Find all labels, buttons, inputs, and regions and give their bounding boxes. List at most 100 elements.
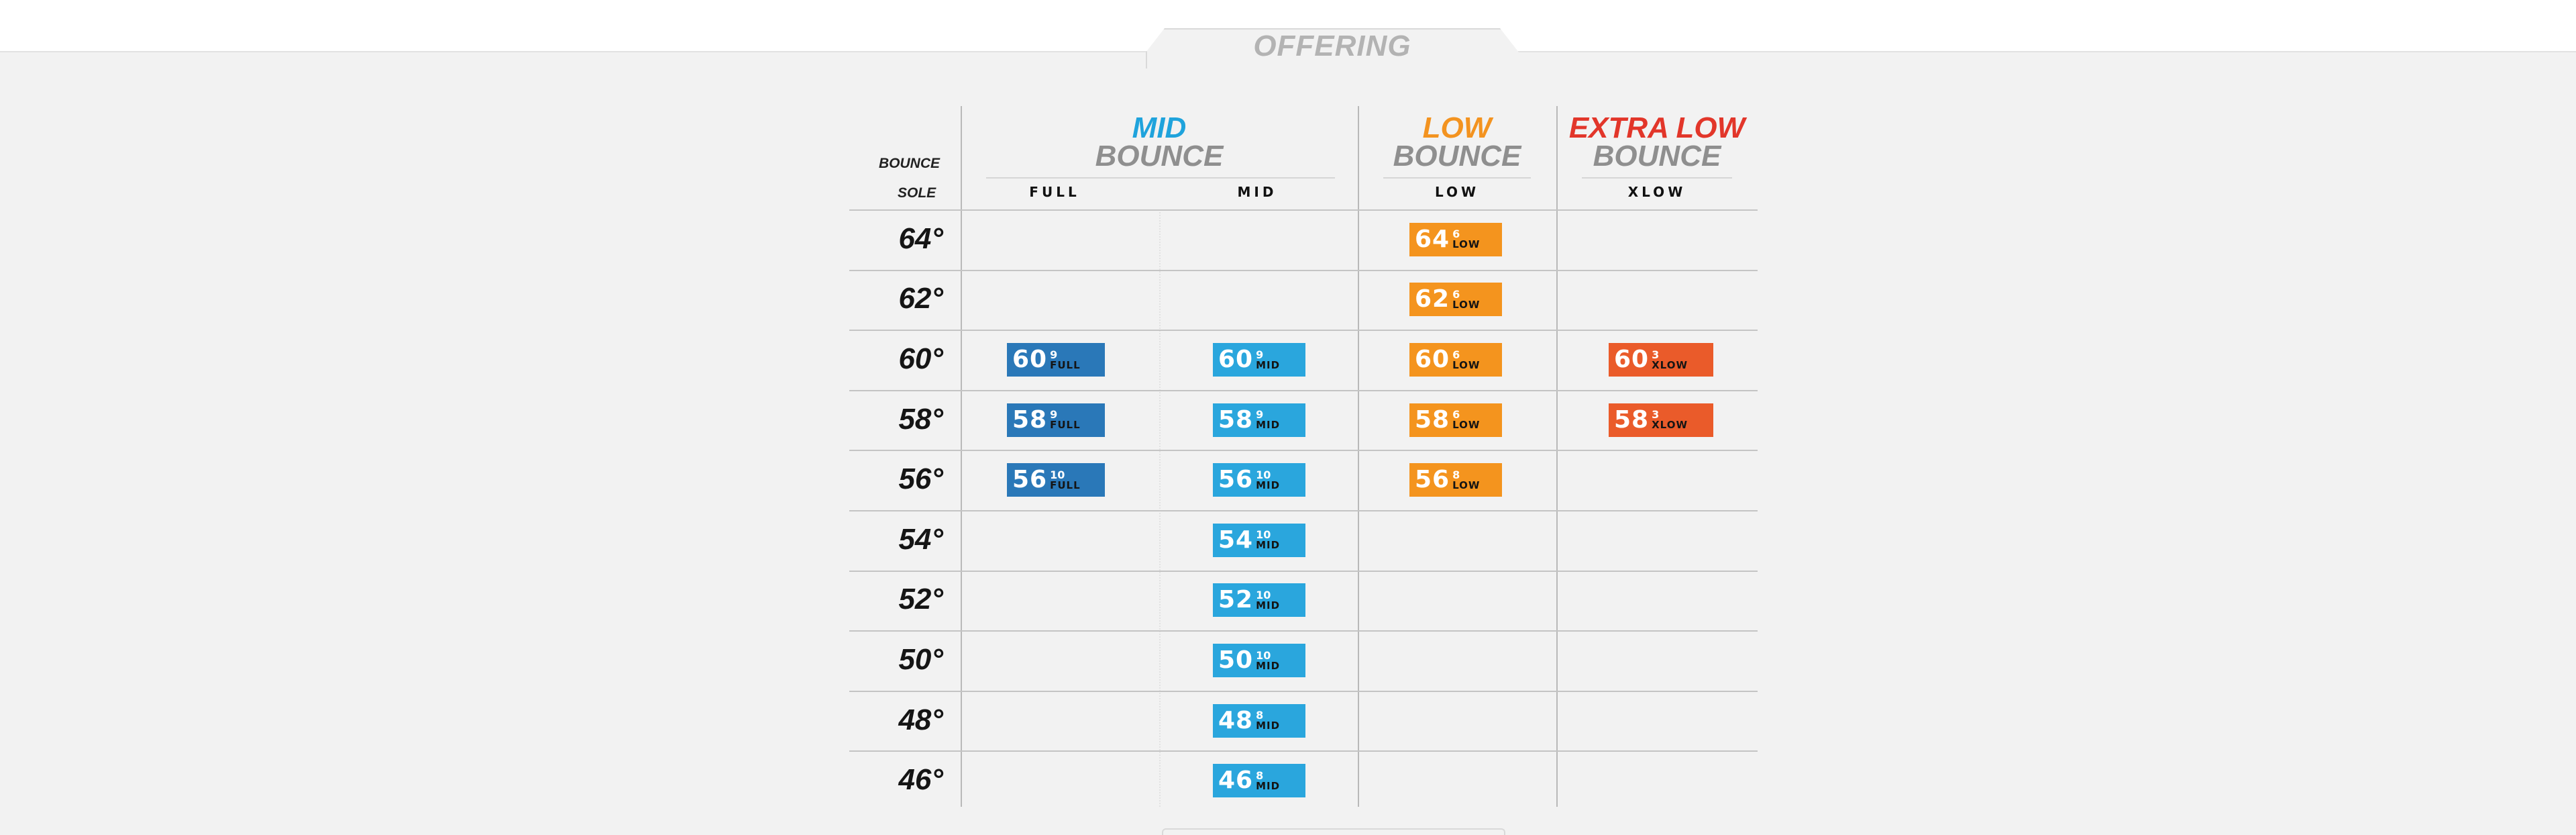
- badge-loft: 62: [1415, 285, 1450, 313]
- column-label-full: FULL: [1029, 184, 1080, 200]
- badge-grind: MID: [1256, 539, 1281, 552]
- grind-badge[interactable]: 60 9 MID: [1213, 343, 1305, 377]
- badge-meta: 3 XLOW: [1652, 348, 1688, 371]
- badge-loft: 46: [1218, 767, 1254, 795]
- badge-loft: 56: [1415, 466, 1450, 494]
- row-loft-label: 46°: [898, 763, 943, 797]
- grind-badge[interactable]: 52 10 MID: [1213, 583, 1305, 618]
- badge-bounce: 9: [1256, 408, 1264, 422]
- row-loft-label: 56°: [898, 462, 943, 496]
- group-heading-mid-line1: MID: [1132, 111, 1187, 144]
- section-tab: [1146, 28, 1519, 68]
- badge-bounce: 10: [1256, 648, 1271, 662]
- grind-badge[interactable]: 58 9 MID: [1213, 403, 1305, 437]
- group-heading-mid: MID BOUNCE: [961, 111, 1358, 171]
- badge-loft: 54: [1218, 526, 1254, 554]
- badge-bounce: 6: [1452, 287, 1460, 301]
- badge-loft: 56: [1012, 466, 1048, 494]
- badge-meta: 10 MID: [1256, 468, 1281, 491]
- badge-loft: 60: [1012, 346, 1048, 373]
- badge-bounce: 9: [1256, 348, 1264, 361]
- badge-meta: 6 LOW: [1452, 409, 1480, 430]
- badge-meta: 3 XLOW: [1652, 409, 1688, 430]
- badge-meta: 9 MID: [1256, 409, 1280, 430]
- group-heading-xlow-line2: BOUNCE: [1593, 140, 1721, 173]
- grind-badge[interactable]: 58 3 XLOW: [1609, 403, 1713, 437]
- grind-badge[interactable]: 50 10 MID: [1213, 644, 1305, 677]
- row-divider: [849, 690, 1758, 692]
- row-loft-label: 60°: [898, 342, 943, 375]
- badge-loft: 58: [1415, 405, 1450, 434]
- column-divider-dotted: [1159, 212, 1161, 807]
- badge-bounce: 6: [1452, 228, 1460, 241]
- grind-badge[interactable]: 62 6 LOW: [1409, 283, 1502, 317]
- badge-meta: 6 LOW: [1452, 229, 1480, 250]
- badge-grind: LOW: [1452, 238, 1481, 251]
- badge-bounce: 10: [1256, 468, 1271, 481]
- grind-badge[interactable]: 58 6 LOW: [1409, 403, 1502, 437]
- row-divider: [849, 389, 1758, 391]
- row-loft-label: 52°: [898, 583, 943, 616]
- grind-badge[interactable]: 48 8 MID: [1213, 703, 1305, 738]
- badge-meta: 10 FULL: [1050, 469, 1081, 491]
- badge-loft: 56: [1218, 466, 1254, 494]
- badge-meta: 10 MID: [1256, 530, 1280, 550]
- group-heading-low-line1: LOW: [1422, 111, 1492, 144]
- grind-badge[interactable]: 64 6 LOW: [1409, 222, 1502, 256]
- badge-meta: 6 LOW: [1452, 348, 1481, 371]
- badge-loft: 58: [1614, 405, 1650, 434]
- badge-grind: LOW: [1452, 419, 1481, 432]
- badge-loft: 58: [1012, 405, 1048, 434]
- row-divider: [849, 450, 1758, 452]
- column-divider: [1556, 106, 1558, 807]
- badge-grind: LOW: [1452, 479, 1481, 491]
- badge-meta: 9 MID: [1256, 348, 1280, 371]
- badge-grind: XLOW: [1652, 419, 1688, 432]
- row-divider: [849, 570, 1758, 572]
- badge-meta: 8 MID: [1256, 770, 1281, 792]
- grind-badge[interactable]: 58 9 FULL: [1007, 403, 1105, 437]
- badge-grind: MID: [1256, 419, 1281, 432]
- badge-bounce: 9: [1050, 408, 1058, 422]
- grind-badge[interactable]: 56 10 FULL: [1007, 463, 1105, 497]
- badge-grind: FULL: [1050, 419, 1081, 432]
- badge-meta: 10 MID: [1256, 588, 1280, 611]
- column-divider: [1358, 106, 1359, 807]
- badge-meta: 8 LOW: [1452, 469, 1481, 491]
- badge-bounce: 6: [1452, 408, 1460, 422]
- grind-badge[interactable]: 60 3 XLOW: [1609, 343, 1713, 377]
- badge-loft: 58: [1218, 405, 1254, 434]
- badge-grind: LOW: [1452, 358, 1481, 371]
- badge-bounce: 6: [1452, 348, 1460, 361]
- badge-grind: XLOW: [1652, 358, 1688, 371]
- column-divider: [961, 106, 962, 807]
- badge-grind: LOW: [1452, 298, 1481, 311]
- grind-badge[interactable]: 54 10 MID: [1213, 523, 1305, 557]
- grind-badge[interactable]: 60 6 LOW: [1409, 343, 1502, 377]
- grind-badge[interactable]: 56 10 MID: [1213, 463, 1305, 497]
- header-divider: [849, 209, 1758, 211]
- badge-loft: 48: [1218, 706, 1254, 734]
- row-loft-label: 48°: [898, 703, 943, 736]
- group-heading-xlow: EXTRA LOW BOUNCE: [1556, 111, 1758, 173]
- badge-bounce: 10: [1256, 588, 1271, 601]
- badge-meta: 9 FULL: [1050, 409, 1081, 430]
- grind-badge[interactable]: 46 8 MID: [1213, 764, 1305, 798]
- badge-loft: 60: [1415, 346, 1450, 373]
- row-loft-label: 64°: [898, 222, 943, 255]
- group-heading-low: LOW BOUNCE: [1358, 111, 1556, 171]
- badge-bounce: 3: [1652, 348, 1660, 361]
- group-underline-xlow: [1582, 177, 1732, 179]
- row-divider: [849, 330, 1758, 332]
- grind-badge[interactable]: 60 9 FULL: [1007, 343, 1105, 377]
- group-heading-xlow-line1: EXTRA LOW: [1568, 111, 1746, 144]
- badge-grind: MID: [1256, 720, 1281, 732]
- badge-bounce: 8: [1256, 709, 1264, 722]
- badge-grind: MID: [1256, 779, 1281, 792]
- badge-grind: MID: [1256, 479, 1281, 491]
- badge-grind: FULL: [1050, 358, 1081, 371]
- grind-badge[interactable]: 56 8 LOW: [1409, 463, 1502, 497]
- row-divider: [849, 750, 1758, 752]
- badge-meta: 9 FULL: [1050, 349, 1081, 371]
- row-loft-label: 62°: [898, 282, 943, 315]
